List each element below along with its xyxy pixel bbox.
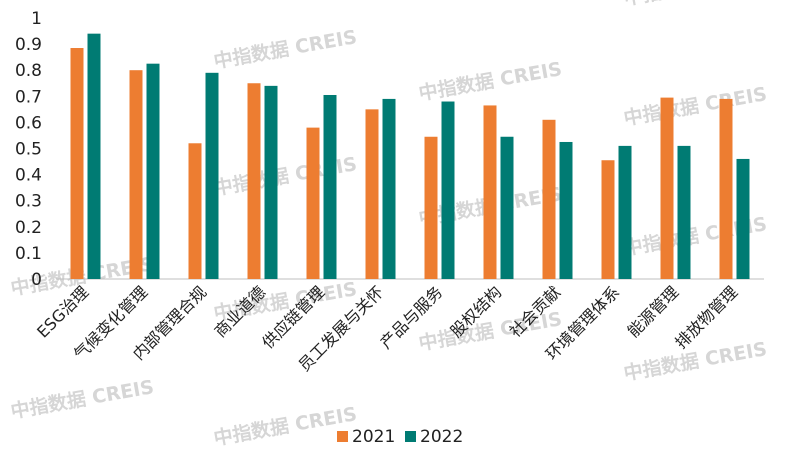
bar-2022 — [264, 85, 278, 279]
legend-label-2021: 2021 — [352, 427, 395, 447]
bar-2022 — [677, 145, 691, 279]
watermark-text: 中指数据 CREIS — [622, 82, 769, 130]
y-tick-label: 0.8 — [15, 61, 42, 81]
watermark-text: 中指数据 CREIS — [212, 152, 359, 200]
y-tick-label: 0.9 — [15, 35, 42, 55]
watermark-text: 中指数据 CREIS — [622, 337, 769, 385]
bar-2021 — [601, 160, 615, 279]
bar-2021 — [306, 127, 320, 280]
bar-2021 — [719, 98, 733, 279]
bar-2022 — [382, 98, 396, 279]
bar-2022 — [146, 63, 160, 279]
watermark-text: 中指数据 CREIS — [212, 25, 359, 73]
bars — [70, 33, 750, 280]
bar-2022 — [87, 33, 101, 279]
bar-2022 — [205, 72, 219, 279]
bar-2022 — [323, 94, 337, 280]
y-axis-ticks: 0 0.1 0.2 0.3 0.4 0.5 0.6 0.7 0.8 0.9 1 — [15, 9, 42, 290]
bar-2021 — [424, 136, 438, 279]
bar-2021 — [660, 97, 674, 279]
bar-2022 — [736, 158, 750, 279]
category-label: 能源管理 — [624, 282, 683, 341]
y-tick-label: 0.4 — [15, 166, 42, 186]
y-tick-label: 0.5 — [15, 140, 42, 160]
y-tick-label: 0.1 — [15, 244, 42, 264]
bar-2022 — [618, 145, 632, 279]
bar-2021 — [70, 48, 84, 279]
y-tick-label: 0.2 — [15, 218, 42, 238]
watermark-text: 中指数据 CREIS — [9, 375, 156, 423]
y-tick-label: 0.7 — [15, 87, 42, 107]
bar-2021 — [188, 143, 202, 279]
legend-swatch-2022 — [405, 431, 416, 442]
y-tick-label: 1 — [31, 9, 42, 29]
y-tick-label: 0.6 — [15, 113, 42, 133]
category-label: 排放物管理 — [671, 282, 741, 352]
bar-2022 — [441, 101, 455, 280]
bar-2021 — [129, 70, 143, 279]
legend: 2021 2022 — [337, 427, 463, 447]
bar-2021 — [365, 109, 379, 279]
legend-label-2022: 2022 — [420, 427, 463, 447]
watermark-text: 中指数据 CREIS — [417, 57, 564, 105]
y-tick-label: 0.3 — [15, 192, 42, 212]
bar-2022 — [559, 141, 573, 279]
bar-2022 — [500, 136, 514, 279]
watermark-text: 中指数据 CREIS — [212, 402, 359, 450]
bar-2021 — [247, 83, 261, 279]
bar-2021 — [483, 105, 497, 279]
watermark-text: 中指数据 CREIS — [622, 0, 769, 10]
legend-swatch-2021 — [337, 431, 348, 442]
bar-2021 — [542, 119, 556, 279]
y-tick-label: 0 — [31, 270, 42, 290]
